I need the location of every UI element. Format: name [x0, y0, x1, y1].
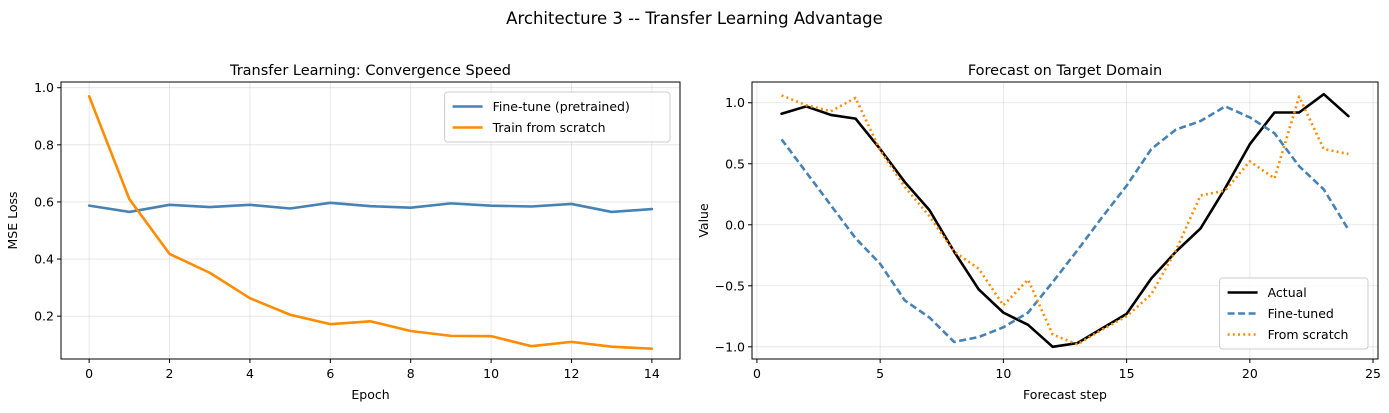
legend-box — [444, 91, 671, 143]
series-group — [87, 94, 654, 351]
forecast-chart: Forecast on Target Domain Forecast step … — [696, 63, 1381, 402]
series-line-from-scratch — [781, 94, 1349, 346]
plot-frame — [751, 81, 1379, 360]
y-tick-label: 1.0 — [725, 95, 745, 110]
x-axis-label: Epoch — [351, 387, 389, 402]
y-tick-label: 1.0 — [34, 80, 54, 95]
y-tick-label: −0.5 — [715, 278, 745, 293]
x-tick-label: 12 — [564, 366, 580, 381]
legend: Actual Fine-tuned From scratch — [1219, 277, 1369, 350]
series-line-fine-tuned — [780, 105, 1350, 344]
x-tick-label: 8 — [407, 366, 415, 381]
legend-label: From scratch — [1268, 327, 1349, 342]
y-tick-label: 0.4 — [34, 252, 54, 267]
legend-label: Fine-tuned — [1268, 306, 1334, 321]
y-tick-label: 0.6 — [34, 194, 54, 209]
chart-title: Transfer Learning: Convergence Speed — [229, 63, 511, 79]
y-tick-label: 0.0 — [725, 217, 745, 232]
x-tick-label: 20 — [1242, 366, 1258, 381]
x-tick-label: 10 — [995, 366, 1011, 381]
legend-box — [1219, 277, 1369, 350]
y-axis-label: Value — [696, 203, 711, 238]
x-tick-label: 5 — [876, 366, 884, 381]
x-tick-label: 6 — [326, 366, 334, 381]
series-group — [780, 92, 1350, 349]
x-tick-label: 2 — [166, 366, 174, 381]
x-tick-label: 14 — [644, 366, 660, 381]
chart-title: Forecast on Target Domain — [968, 63, 1162, 79]
x-tick-label: 25 — [1365, 366, 1381, 381]
figure-suptitle: Architecture 3 -- Transfer Learning Adva… — [506, 9, 883, 28]
y-tick-label: 0.5 — [725, 156, 745, 171]
y-axis-label: MSE Loss — [5, 191, 20, 249]
x-tick-label: 0 — [753, 366, 761, 381]
y-tick-label: −1.0 — [715, 339, 745, 354]
plot-frame — [60, 81, 681, 360]
y-tick-label: 0.2 — [34, 309, 54, 324]
x-tick-label: 10 — [483, 366, 499, 381]
x-tick-label: 4 — [246, 366, 254, 381]
legend-label: Train from scratch — [492, 120, 606, 135]
x-axis-label: Forecast step — [1023, 387, 1107, 402]
legend-label: Fine-tune (pretrained) — [493, 99, 630, 114]
series-line-train-from-scratch — [87, 94, 654, 351]
y-tick-label: 0.8 — [34, 137, 54, 152]
legend: Fine-tune (pretrained) Train from scratch — [444, 91, 671, 143]
convergence-chart: Transfer Learning: Convergence Speed Epo… — [5, 63, 681, 402]
x-tick-label: 15 — [1119, 366, 1135, 381]
x-tick-label: 0 — [85, 366, 93, 381]
series-line-fine-tune-pretrained — [87, 201, 654, 214]
legend-label: Actual — [1268, 285, 1307, 300]
